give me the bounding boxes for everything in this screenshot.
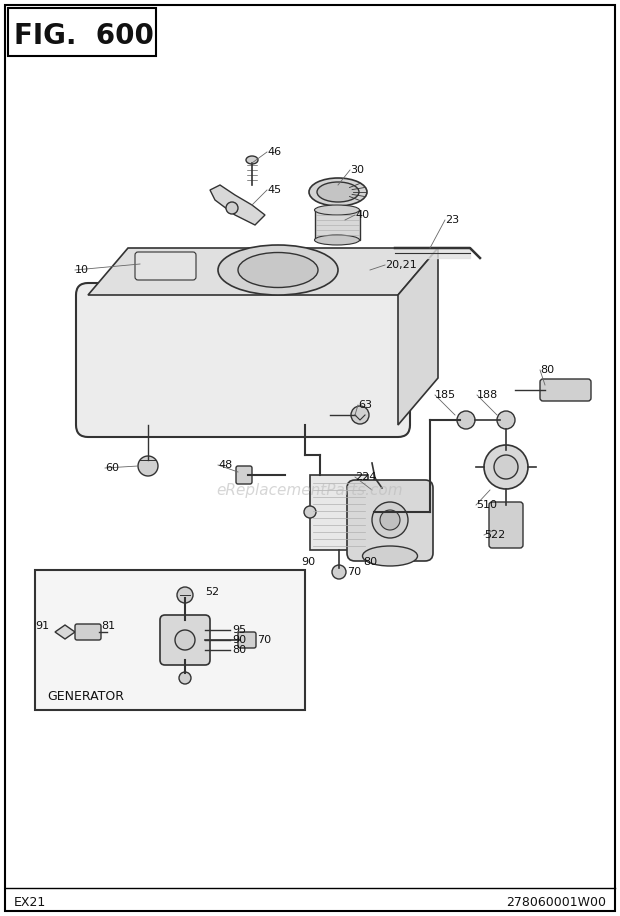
Circle shape xyxy=(175,630,195,650)
Text: 81: 81 xyxy=(101,621,115,631)
Text: 95: 95 xyxy=(232,625,246,635)
Text: 522: 522 xyxy=(484,530,505,540)
Circle shape xyxy=(457,411,475,429)
Circle shape xyxy=(497,411,515,429)
Ellipse shape xyxy=(317,182,359,202)
Text: 90: 90 xyxy=(301,557,315,567)
Ellipse shape xyxy=(314,235,360,245)
FancyBboxPatch shape xyxy=(76,283,410,437)
Ellipse shape xyxy=(218,245,338,295)
Text: 45: 45 xyxy=(267,185,281,195)
Text: 80: 80 xyxy=(232,645,246,655)
Ellipse shape xyxy=(309,178,367,206)
FancyBboxPatch shape xyxy=(347,480,433,561)
Ellipse shape xyxy=(314,205,360,215)
FancyBboxPatch shape xyxy=(540,379,591,401)
Text: GENERATOR: GENERATOR xyxy=(47,690,124,703)
Circle shape xyxy=(226,202,238,214)
FancyBboxPatch shape xyxy=(489,502,523,548)
Ellipse shape xyxy=(246,156,258,164)
Bar xyxy=(35,570,305,710)
Text: 91: 91 xyxy=(35,621,49,631)
Circle shape xyxy=(332,565,346,579)
Text: 70: 70 xyxy=(257,635,271,645)
Bar xyxy=(8,8,156,56)
Circle shape xyxy=(177,587,193,603)
Polygon shape xyxy=(210,185,265,225)
Text: 80: 80 xyxy=(540,365,554,375)
Text: 60: 60 xyxy=(105,463,119,473)
Text: 185: 185 xyxy=(435,390,456,400)
FancyBboxPatch shape xyxy=(236,466,252,484)
Circle shape xyxy=(372,502,408,538)
Text: 30: 30 xyxy=(350,165,364,175)
Text: 46: 46 xyxy=(267,147,281,157)
Circle shape xyxy=(362,506,374,518)
Ellipse shape xyxy=(238,253,318,288)
FancyBboxPatch shape xyxy=(135,252,196,280)
Text: 278060001W00: 278060001W00 xyxy=(506,896,606,909)
Circle shape xyxy=(380,510,400,530)
Text: 63: 63 xyxy=(358,400,372,410)
FancyBboxPatch shape xyxy=(75,624,101,640)
Text: 48: 48 xyxy=(218,460,232,470)
Ellipse shape xyxy=(363,546,417,566)
Circle shape xyxy=(494,455,518,479)
Polygon shape xyxy=(88,248,438,295)
Text: 20,21: 20,21 xyxy=(385,260,417,270)
Circle shape xyxy=(484,445,528,489)
Text: 90: 90 xyxy=(232,635,246,645)
Text: 10: 10 xyxy=(75,265,89,275)
Circle shape xyxy=(138,456,158,476)
Text: eReplacementParts.com: eReplacementParts.com xyxy=(216,483,404,497)
Text: 52: 52 xyxy=(205,587,219,597)
Text: 224: 224 xyxy=(355,472,376,482)
Text: 23: 23 xyxy=(445,215,459,225)
Polygon shape xyxy=(55,625,75,639)
Text: 70: 70 xyxy=(347,567,361,577)
Circle shape xyxy=(351,406,369,424)
Circle shape xyxy=(304,506,316,518)
Text: 510: 510 xyxy=(476,500,497,510)
Text: 188: 188 xyxy=(477,390,498,400)
Polygon shape xyxy=(398,248,438,425)
Text: EX21: EX21 xyxy=(14,896,46,909)
FancyBboxPatch shape xyxy=(160,615,210,665)
Polygon shape xyxy=(315,210,360,240)
FancyBboxPatch shape xyxy=(238,632,256,648)
Bar xyxy=(310,475,368,550)
Circle shape xyxy=(179,672,191,684)
Text: FIG.  600: FIG. 600 xyxy=(14,22,154,50)
Text: 80: 80 xyxy=(363,557,377,567)
Text: 40: 40 xyxy=(355,210,369,220)
